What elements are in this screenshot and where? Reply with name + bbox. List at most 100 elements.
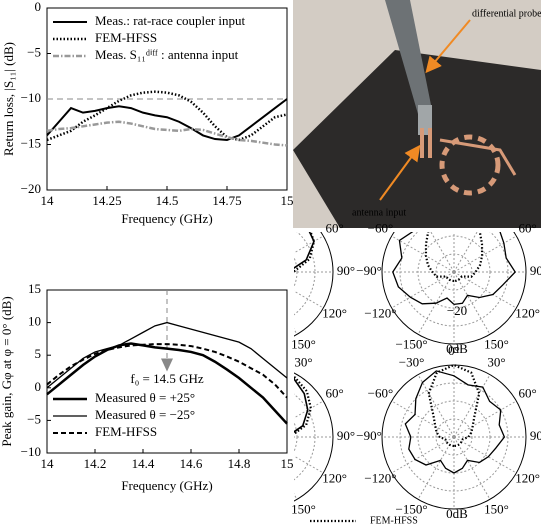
- spoke-grid: [453, 271, 517, 309]
- angle-tick-label: 60°: [519, 385, 537, 400]
- angle-tick-label: −60°: [368, 220, 394, 235]
- series-line: [46, 321, 288, 389]
- x-tick-label: 14.5: [156, 193, 179, 208]
- x-tick-label: 14.4: [132, 456, 155, 471]
- y-tick-label: −20: [21, 181, 41, 196]
- angle-tick-label: −90°: [356, 428, 382, 443]
- annotation: f₀ = 14.5 GHz: [130, 371, 203, 386]
- x-tick-label: 14.8: [228, 456, 251, 471]
- x-tick-label: 14.6: [180, 456, 203, 471]
- y-tick-label: −10: [21, 444, 41, 459]
- spoke-grid: [294, 400, 324, 419]
- ring-grid: [294, 232, 334, 337]
- angle-tick-label: 60°: [326, 385, 344, 400]
- series-line: [46, 98, 288, 141]
- spoke-grid: [417, 436, 455, 500]
- x-axis-label: Frequency (GHz): [121, 478, 212, 493]
- legend-label: Measured θ = −25°: [95, 407, 195, 422]
- spoke-grid: [199, 401, 261, 437]
- angle-tick-label: −60°: [368, 385, 394, 400]
- antenna-ring: [439, 134, 501, 196]
- polar-plot: [381, 232, 527, 345]
- ring-grid: [294, 372, 334, 502]
- legend-label: FEM-HFSS: [370, 515, 418, 526]
- spoke-grid: [294, 374, 298, 381]
- spoke-grid: [453, 235, 517, 273]
- angle-tick-label: −30°: [399, 354, 425, 369]
- x-tick-label: 14.2: [84, 456, 107, 471]
- polar-plot: [381, 363, 527, 510]
- angle-tick-label: 90°: [337, 428, 355, 443]
- angle-tick-label: 30°: [487, 354, 505, 369]
- spoke-grid: [294, 455, 324, 474]
- angle-tick-label: 120°: [515, 470, 540, 485]
- feed-line: [420, 128, 424, 158]
- x-tick-label: 14.75: [212, 193, 241, 208]
- x-tick-label: 14: [41, 193, 55, 208]
- series-line: [46, 343, 288, 399]
- pattern-line: [294, 376, 313, 436]
- y-tick-label: 15: [28, 281, 41, 296]
- spoke-grid: [391, 436, 455, 474]
- angle-tick-label: 60°: [519, 220, 537, 235]
- angle-tick-label: 60°: [326, 220, 344, 235]
- legend-label: Meas. S₁₁ᵈⁱᶠᶠ : antenna input: [95, 47, 239, 62]
- angle-tick-label: 150°: [291, 337, 316, 352]
- angle-tick-label: 90°: [530, 263, 541, 278]
- photo-label: differential probe: [472, 8, 541, 19]
- legend-label: FEM-HFSS: [95, 30, 157, 45]
- angle-tick-label: 120°: [322, 470, 347, 485]
- spoke-grid: [261, 210, 297, 272]
- spoke-grid: [199, 236, 261, 272]
- angle-tick-label: 150°: [484, 502, 509, 517]
- probe: [385, 0, 432, 114]
- pattern-line: [424, 232, 484, 283]
- spoke-grid: [453, 400, 517, 438]
- spoke-grid: [391, 271, 455, 309]
- pattern-line: [392, 232, 517, 306]
- spoke-grid: [225, 375, 261, 437]
- antenna-trace: [439, 138, 517, 176]
- angle-tick-label: 120°: [515, 305, 540, 320]
- spoke-grid: [453, 271, 491, 335]
- x-tick-label: 14.25: [92, 193, 121, 208]
- series-line: [46, 120, 288, 147]
- photo: differential probe antenna input: [293, 0, 541, 228]
- y-tick-label: 0: [35, 0, 42, 14]
- spoke-grid: [417, 374, 455, 438]
- probe-arrow: [425, 19, 471, 74]
- y-tick-label: −5: [27, 411, 41, 426]
- angle-tick-label: −120°: [364, 470, 396, 485]
- series-line: [46, 342, 288, 425]
- spoke-grid: [391, 235, 455, 273]
- legend-label: Meas.: rat-race coupler input: [95, 13, 246, 28]
- spoke-grid: [453, 374, 491, 438]
- spoke-grid: [391, 400, 455, 438]
- annotation-arrow: [161, 358, 173, 372]
- y-tick-label: −10: [21, 90, 41, 105]
- spoke-grid: [225, 210, 261, 272]
- radial-tick-label: 0dB: [446, 341, 468, 356]
- spoke-grid: [453, 436, 491, 500]
- angle-tick-label: −90°: [356, 263, 382, 278]
- photo-label: antenna input: [352, 207, 406, 218]
- polar-plot: [199, 210, 334, 337]
- x-axis-label: Frequency (GHz): [121, 211, 212, 226]
- pattern-line: [404, 370, 506, 474]
- y-tick-label: 5: [35, 346, 42, 361]
- feed-line: [428, 128, 432, 158]
- angle-tick-label: −150°: [395, 502, 427, 517]
- angle-tick-label: −150°: [395, 337, 427, 352]
- y-tick-label: −5: [27, 44, 41, 59]
- x-tick-label: 15: [281, 193, 294, 208]
- y-axis-label: Return loss, |S₁₁| (dB): [1, 42, 16, 156]
- input-arrow: [379, 144, 421, 201]
- y-tick-label: 0: [35, 379, 42, 394]
- spoke-grid: [225, 272, 261, 334]
- spoke-grid: [294, 290, 324, 309]
- spoke-grid: [453, 436, 517, 474]
- radial-tick-label: −20: [447, 303, 467, 318]
- y-axis-label: Peak gain, Gφ at φ = 0° (dB): [0, 296, 14, 446]
- y-tick-label: 10: [28, 314, 41, 329]
